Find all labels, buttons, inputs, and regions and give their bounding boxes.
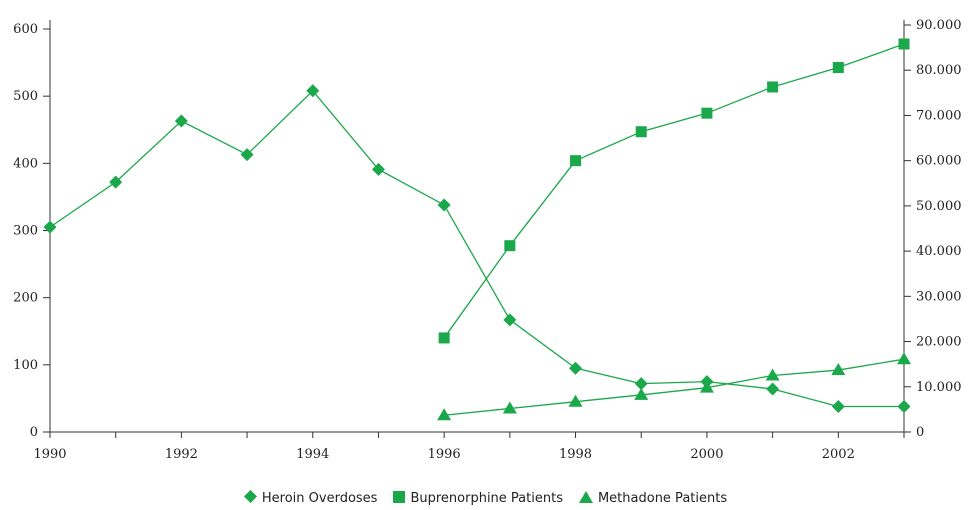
x-tick-label: 1990 [33,447,66,462]
data-point-triangle [765,368,780,381]
data-point-diamond [437,198,451,212]
data-point-diamond [43,220,57,234]
y-tick-label-left: 100 [13,358,38,373]
y-tick-label-right: 20.000 [916,335,962,350]
y-tick-label-left: 400 [13,156,38,171]
data-point-diamond [371,162,385,176]
legend: Heroin Overdoses Buprenorphine Patients … [0,490,971,507]
y-tick-label-left: 0 [30,425,38,440]
legend-label-heroin: Heroin Overdoses [261,491,378,506]
y-tick-label-left: 500 [13,89,38,104]
series-line-0 [49,89,904,408]
data-point-diamond [569,361,583,375]
data-point-triangle [568,394,583,407]
data-point-square [570,155,582,167]
y-tick-label-right: 50.000 [916,199,962,214]
data-point-square [767,81,779,93]
data-point-square [701,107,713,119]
y-tick-label-right: 30.000 [916,289,962,304]
triangle-icon [578,490,593,507]
x-tick-label: 2000 [690,447,723,462]
y-tick-label-right: 80.000 [916,63,962,78]
data-point-diamond [306,84,320,98]
legend-item-heroin: Heroin Overdoses [243,490,378,507]
y-tick-label-right: 70.000 [916,108,962,123]
y-tick-label-right: 10.000 [916,380,962,395]
data-point-diamond [831,399,845,413]
data-point-diamond [174,114,188,128]
y-tick-label-right: 0 [916,425,924,440]
data-point-triangle [634,387,649,400]
series-line-2 [444,358,905,416]
y-tick-label-right: 90.000 [916,18,962,33]
data-point-diamond [240,148,254,162]
data-point-square [635,126,647,138]
x-tick-label: 2002 [822,447,855,462]
data-point-diamond [634,377,648,391]
series-line-1 [443,43,905,339]
series-layer [43,38,911,421]
data-point-triangle [897,352,911,365]
data-point-triangle [502,401,517,414]
x-tick-label: 1996 [428,447,461,462]
y-tick-label-right: 60.000 [916,154,962,169]
y-tick-label-left: 600 [13,22,38,37]
x-tick-label: 1992 [165,447,198,462]
data-point-triangle [699,380,714,393]
y-tick-label-left: 200 [13,291,38,306]
diamond-icon [243,490,257,507]
data-point-diamond [897,399,911,413]
data-point-square [898,38,910,50]
y-tick-label-right: 40.000 [916,244,962,259]
x-tick-label: 1998 [559,447,592,462]
legend-label-methadone: Methadone Patients [597,491,728,506]
legend-label-buprenorphine: Buprenorphine Patients [410,491,563,506]
data-point-diamond [503,313,517,327]
data-point-triangle [437,408,452,421]
y-tick-label-left: 300 [13,224,38,239]
data-point-square [438,332,450,344]
data-point-square [504,240,516,252]
data-point-diamond [766,382,780,396]
legend-item-methadone: Methadone Patients [578,490,728,507]
chart: 1990 1992 1994 1996 1998 2000 2002 0 100 200 300 40… [13,18,961,462]
data-point-diamond [109,175,123,189]
x-tick-label: 1994 [296,447,329,462]
data-point-square [832,62,844,74]
axes: 1990 1992 1994 1996 1998 2000 2002 0 100 200 300 40… [13,18,961,462]
square-icon [393,490,406,507]
data-point-triangle [831,363,846,376]
legend-item-buprenorphine: Buprenorphine Patients [393,490,563,507]
